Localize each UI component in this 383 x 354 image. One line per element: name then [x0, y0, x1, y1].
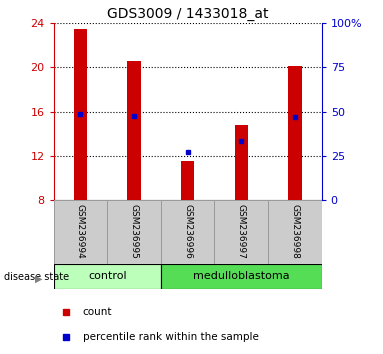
Bar: [161, 200, 214, 264]
Text: GSM236998: GSM236998: [290, 204, 300, 259]
Text: GSM236995: GSM236995: [129, 204, 139, 259]
Title: GDS3009 / 1433018_at: GDS3009 / 1433018_at: [107, 7, 268, 21]
Bar: [107, 200, 161, 264]
Bar: [288, 66, 301, 200]
Bar: [234, 125, 248, 200]
Text: GSM236994: GSM236994: [76, 205, 85, 259]
Bar: [214, 200, 268, 264]
Bar: [268, 200, 322, 264]
Text: medulloblastoma: medulloblastoma: [193, 271, 290, 281]
Bar: [161, 264, 322, 289]
Bar: [127, 61, 141, 200]
Text: disease state: disease state: [4, 272, 69, 282]
Text: percentile rank within the sample: percentile rank within the sample: [83, 332, 259, 342]
Text: count: count: [83, 307, 112, 317]
Text: GSM236996: GSM236996: [183, 204, 192, 259]
Bar: [74, 29, 87, 200]
Bar: [54, 264, 161, 289]
Bar: [181, 161, 195, 200]
Text: control: control: [88, 271, 126, 281]
Text: GSM236997: GSM236997: [237, 204, 246, 259]
Bar: [54, 200, 107, 264]
Text: ▶: ▶: [34, 274, 42, 284]
